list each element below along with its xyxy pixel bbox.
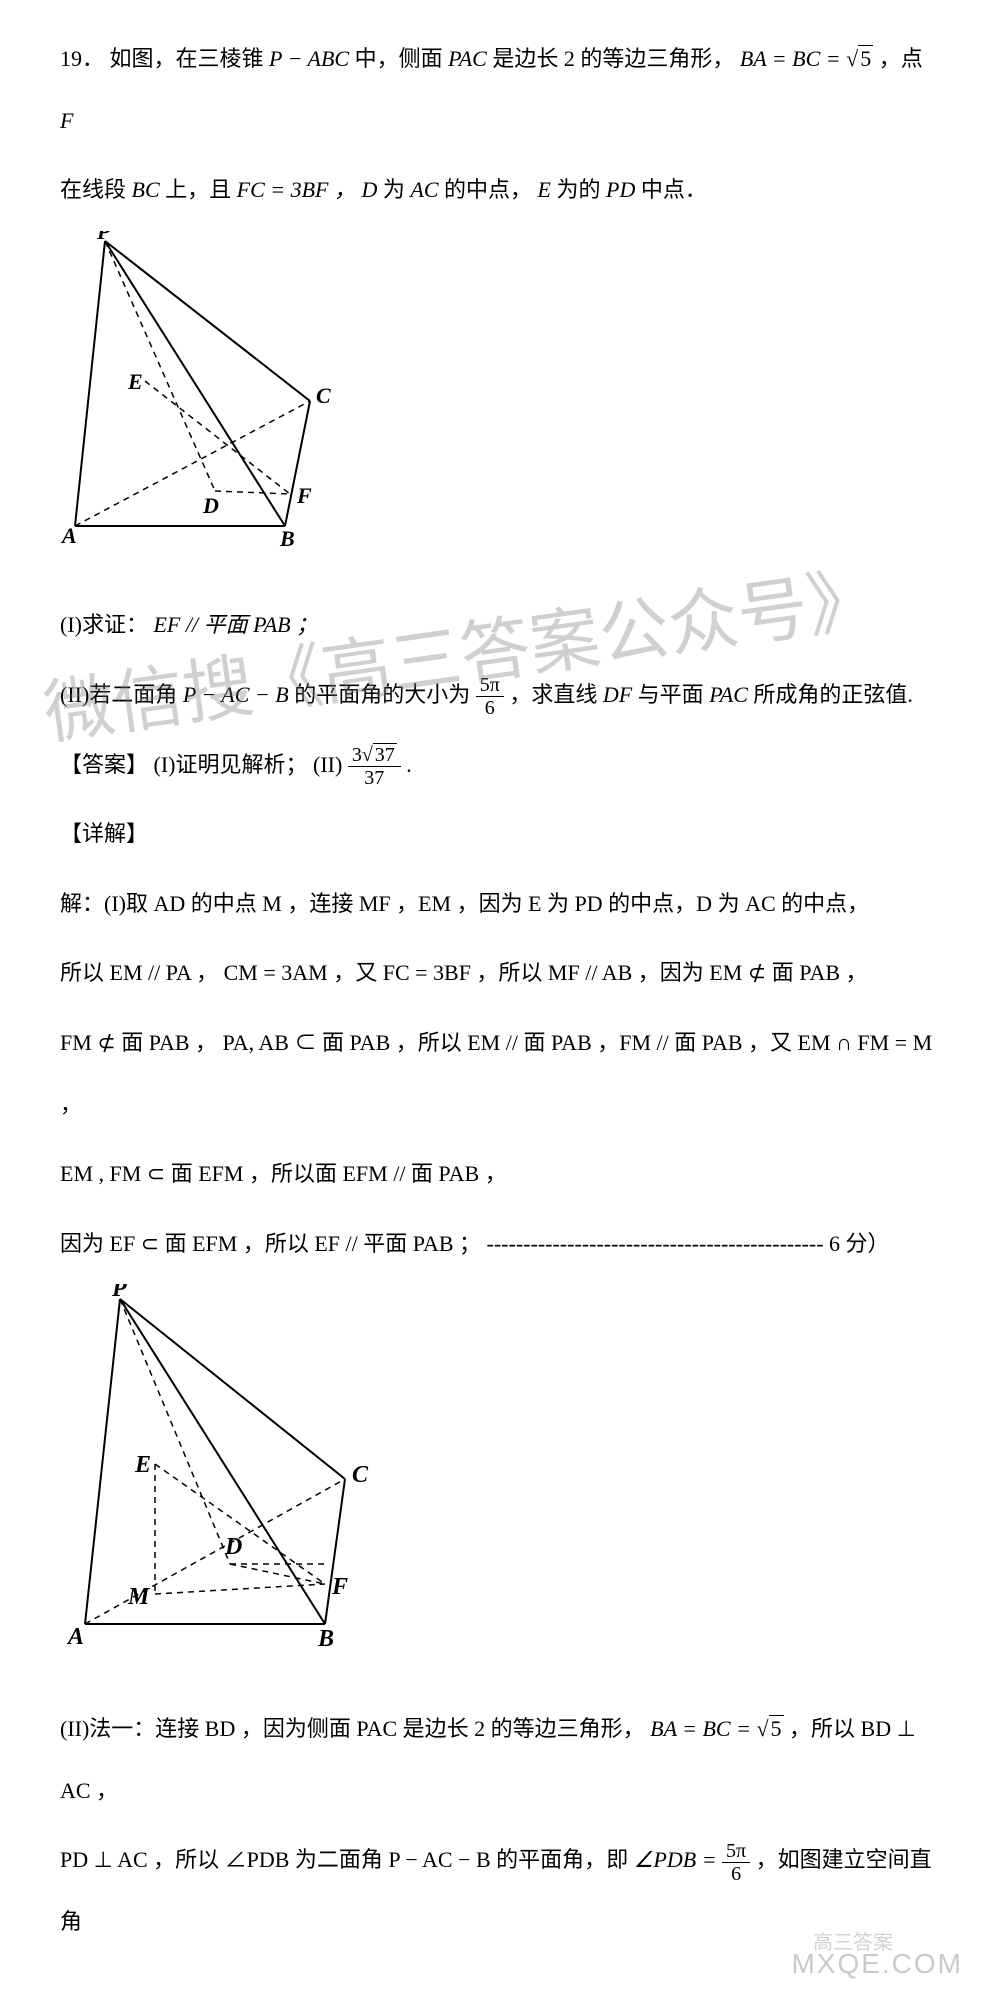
label-A: A <box>60 523 77 548</box>
expr: BC <box>132 177 160 202</box>
denominator: 37 <box>348 767 401 789</box>
text: 【详解】 <box>60 821 148 846</box>
text: . <box>406 752 412 777</box>
label-D: D <box>202 493 219 518</box>
text: PD ⊥ AC ，所以 ∠PDB 为二面角 P − AC − B 的平面角，即 <box>60 1847 634 1872</box>
page: 19． 如图，在三棱锥 P − ABC 中，侧面 PAC 是边长 2 的等边三角… <box>0 0 993 2000</box>
expr: D <box>362 177 378 202</box>
numerator: 5π <box>722 1840 750 1863</box>
sol2-line-2: PD ⊥ AC ，所以 ∠PDB 为二面角 P − AC − B 的平面角，即 … <box>60 1829 933 1952</box>
label-P: P <box>96 231 111 244</box>
denominator: 6 <box>476 697 504 719</box>
diagram-2: P A B C D F E M <box>60 1284 933 1678</box>
label-F: F <box>296 483 312 508</box>
expr: PAC <box>448 46 487 71</box>
numerator: 337 <box>348 744 401 767</box>
denominator: 6 <box>722 1863 750 1885</box>
text: (II) <box>313 752 348 777</box>
tetrahedron-svg-1: P A B C D F E <box>60 231 360 551</box>
expr: E <box>538 177 551 202</box>
text: 中，侧面 <box>355 46 449 71</box>
text: 的中点， <box>444 177 532 202</box>
text: 与平面 <box>638 682 710 707</box>
text: 上，且 <box>165 177 237 202</box>
text: 因为 EF ⊂ 面 EFM ，所以 EF // 平面 PAB ； <box>60 1231 481 1256</box>
label: 【答案】 <box>60 752 148 777</box>
fraction: 5π 6 <box>476 674 504 719</box>
answer-line: 【答案】 (I)证明见解析； (II) 337 37 . <box>60 734 933 796</box>
diagram-1: P A B C D F E <box>60 231 933 575</box>
text: 在线段 <box>60 177 132 202</box>
sol2-line-1: (II)法一：连接 BD ，因为侧面 PAC 是边长 2 的等边三角形， BA … <box>60 1698 933 1821</box>
label-P: P <box>111 1284 127 1302</box>
text: (II)若二面角 <box>60 682 183 707</box>
label-D: D <box>224 1534 242 1560</box>
sqrt-expr: 5 <box>846 28 873 90</box>
text: ，求直线 <box>509 682 603 707</box>
label-M: M <box>127 1584 151 1610</box>
fraction: 5π 6 <box>722 1840 750 1885</box>
problem-line-1: 19． 如图，在三棱锥 P − ABC 中，侧面 PAC 是边长 2 的等边三角… <box>60 28 933 151</box>
sol-line-3: FM ⊄ 面 PAB ， PA, AB ⊂ 面 PAB ，所以 EM // 面 … <box>60 1012 933 1135</box>
text: 为的 <box>557 177 607 202</box>
numerator: 5π <box>476 674 504 697</box>
expr: AC <box>410 177 438 202</box>
sol-line-2: 所以 EM // PA ， CM = 3AM ，又 FC = 3BF ，所以 M… <box>60 942 933 1004</box>
text: 如图，在三棱锥 <box>110 46 270 71</box>
text: 是边长 2 的等边三角形， <box>492 46 734 71</box>
label-B: B <box>279 526 295 551</box>
expr: DF <box>603 682 632 707</box>
problem-line-2: 在线段 BC 上，且 FC = 3BF ， D 为 AC 的中点， E 为的 P… <box>60 159 933 221</box>
tetrahedron-svg-2: P A B C D F E M <box>60 1284 390 1654</box>
text: (II)法一：连接 BD ，因为侧面 PAC 是边长 2 的等边三角形， <box>60 1716 645 1741</box>
watermark-url: MXQE.COM <box>791 1948 963 1980</box>
sol-line-4: EM , FM ⊂ 面 EFM ，所以面 EFM // 面 PAB ， <box>60 1143 933 1205</box>
label-E: E <box>134 1452 151 1478</box>
dashes: ----------------------------------------… <box>487 1231 824 1256</box>
score: 6 分） <box>829 1231 890 1256</box>
expr: P − ABC <box>269 46 349 71</box>
sol-line-5: 因为 EF ⊂ 面 EFM ，所以 EF // 平面 PAB ； -------… <box>60 1213 933 1275</box>
detail-label: 【详解】 <box>60 803 933 865</box>
expr: FC = 3BF ， <box>237 177 356 202</box>
expr: ∠PDB = <box>634 1847 722 1872</box>
text: ，点 <box>879 46 923 71</box>
sqrt-expr: 5 <box>756 1698 783 1760</box>
expr: EF // 平面 PAB ； <box>153 612 318 637</box>
part-I: (I)求证： EF // 平面 PAB ； <box>60 594 933 656</box>
expr: F <box>60 108 73 133</box>
expr: BA = BC = <box>740 46 846 71</box>
expr: PAC <box>709 682 748 707</box>
part-II: (II)若二面角 P − AC − B 的平面角的大小为 5π 6 ，求直线 D… <box>60 664 933 726</box>
text: 的平面角的大小为 <box>294 682 476 707</box>
expr: P − AC − B <box>183 682 289 707</box>
expr: BA = BC = <box>650 1716 756 1741</box>
label-A: A <box>66 1624 84 1650</box>
fraction: 337 37 <box>348 744 401 789</box>
label-C: C <box>352 1462 369 1488</box>
sol-line-1: 解：(I)取 AD 的中点 M ，连接 MF ，EM ，因为 E 为 PD 的中… <box>60 873 933 935</box>
label-B: B <box>317 1626 334 1652</box>
expr: PD <box>606 177 635 202</box>
label-C: C <box>316 383 331 408</box>
text: 中点． <box>641 177 707 202</box>
text: 为 <box>383 177 411 202</box>
text: 所成角的正弦值. <box>753 682 913 707</box>
text: (I)证明见解析； <box>154 752 308 777</box>
text: (I)求证： <box>60 612 148 637</box>
label-E: E <box>127 369 143 394</box>
problem-number: 19． <box>60 46 104 71</box>
label-F: F <box>331 1574 348 1600</box>
